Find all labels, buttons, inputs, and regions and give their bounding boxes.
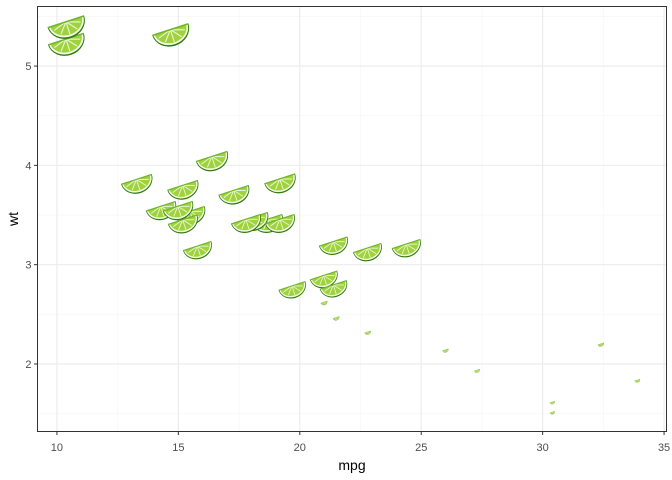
x-tick-label: 10 <box>51 442 63 454</box>
x-tick-label: 25 <box>415 442 427 454</box>
y-tick-label: 5 <box>25 61 31 73</box>
gridlines <box>37 6 667 432</box>
y-axis-title: wt <box>5 212 21 227</box>
x-tick-label: 30 <box>537 442 549 454</box>
panel-border <box>37 6 667 432</box>
y-axis-ticks: 2 3 4 5 <box>25 61 38 371</box>
x-tick-label: 15 <box>172 442 184 454</box>
y-tick-label: 4 <box>25 160 31 172</box>
x-tick-label: 20 <box>294 442 306 454</box>
x-axis-title: mpg <box>338 457 365 473</box>
y-tick-label: 2 <box>25 359 31 371</box>
x-axis-ticks: 10 15 20 25 30 35 <box>51 431 670 454</box>
y-tick-label: 3 <box>25 260 31 272</box>
panel-background <box>37 6 667 432</box>
x-tick-label: 35 <box>658 442 670 454</box>
panel <box>37 6 667 432</box>
